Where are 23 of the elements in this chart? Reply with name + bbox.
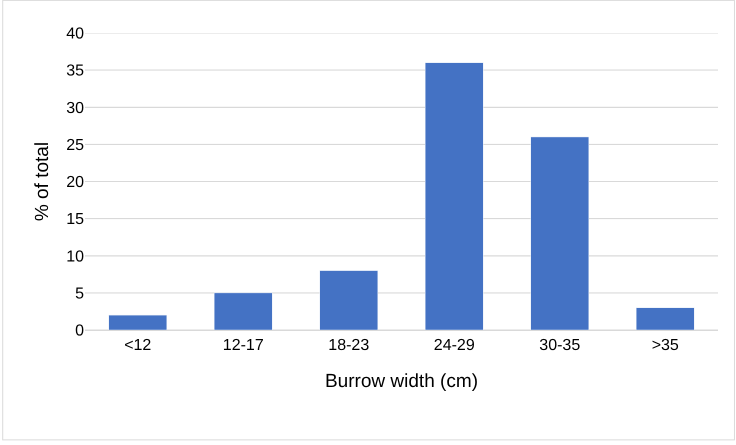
x-tick-label: <12 xyxy=(124,337,152,354)
y-tick-label: 10 xyxy=(66,248,84,266)
y-tick-label: 5 xyxy=(75,285,84,302)
x-axis-title: Burrow width (cm) xyxy=(324,371,478,392)
bar xyxy=(108,314,168,330)
y-tick-label: 35 xyxy=(66,62,84,80)
x-tick-label: 30-35 xyxy=(539,337,580,354)
bar xyxy=(319,270,378,330)
y-tick-label: 40 xyxy=(66,26,84,43)
x-tick-label: 12-17 xyxy=(222,337,264,354)
bar xyxy=(636,307,695,330)
y-tick-label: 25 xyxy=(66,136,84,154)
y-tick-label: 20 xyxy=(66,174,84,192)
y-tick-label: 30 xyxy=(66,100,84,117)
y-tick-label: 0 xyxy=(75,322,84,340)
bar xyxy=(214,292,273,330)
y-axis-title: % of total xyxy=(32,142,54,222)
y-tick-label: 15 xyxy=(66,211,84,228)
x-tick-label: 18-23 xyxy=(328,337,370,354)
x-tick-label: >35 xyxy=(652,337,679,354)
bar xyxy=(530,136,590,330)
bar xyxy=(424,62,484,330)
x-tick-label: 24-29 xyxy=(434,337,475,354)
